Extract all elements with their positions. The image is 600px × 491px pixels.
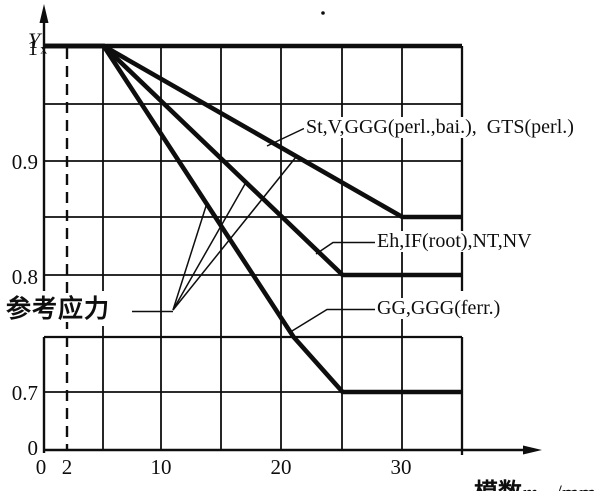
series-label-eh: Eh,IF(root),NT,NV xyxy=(375,231,535,252)
ref-stress-fan-line-gg xyxy=(172,202,208,311)
y-axis-symbol: Y xyxy=(28,28,41,54)
x-axis-title: 模数mmn/mm xyxy=(452,457,596,491)
annotation-ref-stress: 参考应力 xyxy=(4,294,113,323)
pointer-lines xyxy=(132,127,375,332)
series-label-st: St,V,GGG(perl.,bai.), GTS(perl.) xyxy=(304,117,577,138)
y-tick-label-0_9: 0.9 xyxy=(11,150,38,174)
pointer-to-eh-curve xyxy=(315,241,375,255)
x-tick-label-2: 2 xyxy=(61,455,73,479)
y-tick-label-0_7: 0.7 xyxy=(11,381,38,405)
pointer-to-gg-curve xyxy=(291,308,375,332)
x-axis-title-cjk: 模数 xyxy=(474,478,522,491)
print-speck xyxy=(321,11,325,15)
y-axis-title: Yx xyxy=(6,6,47,81)
x-axis-unit: /mm xyxy=(556,480,596,491)
x-tick-label-0: 0 xyxy=(35,455,47,479)
y-axis-symbol-subscript: x xyxy=(40,42,48,58)
x-axis-variable: m xyxy=(522,480,538,491)
pointer-to-st-curve xyxy=(266,127,305,147)
axis-lines xyxy=(39,4,542,455)
x-axis-arrowhead-icon xyxy=(523,445,542,455)
y-tick-label-0: 0 xyxy=(27,436,39,460)
series-label-gg: GG,GGG(ferr.) xyxy=(375,298,504,319)
series-line-gg xyxy=(44,43,462,395)
y-axis-arrowhead-icon xyxy=(39,4,49,23)
y-tick-label-1: 1 xyxy=(27,36,39,60)
ref-stress-fan-line-st xyxy=(172,156,297,311)
y-tick-label-0_8: 0.8 xyxy=(11,265,38,289)
ref-stress-fan-line-eh xyxy=(172,183,246,311)
series-curves xyxy=(44,43,462,395)
x-tick-label-10: 10 xyxy=(150,455,172,479)
x-tick-label-20: 20 xyxy=(270,455,292,479)
x-tick-label-30: 30 xyxy=(390,455,412,479)
